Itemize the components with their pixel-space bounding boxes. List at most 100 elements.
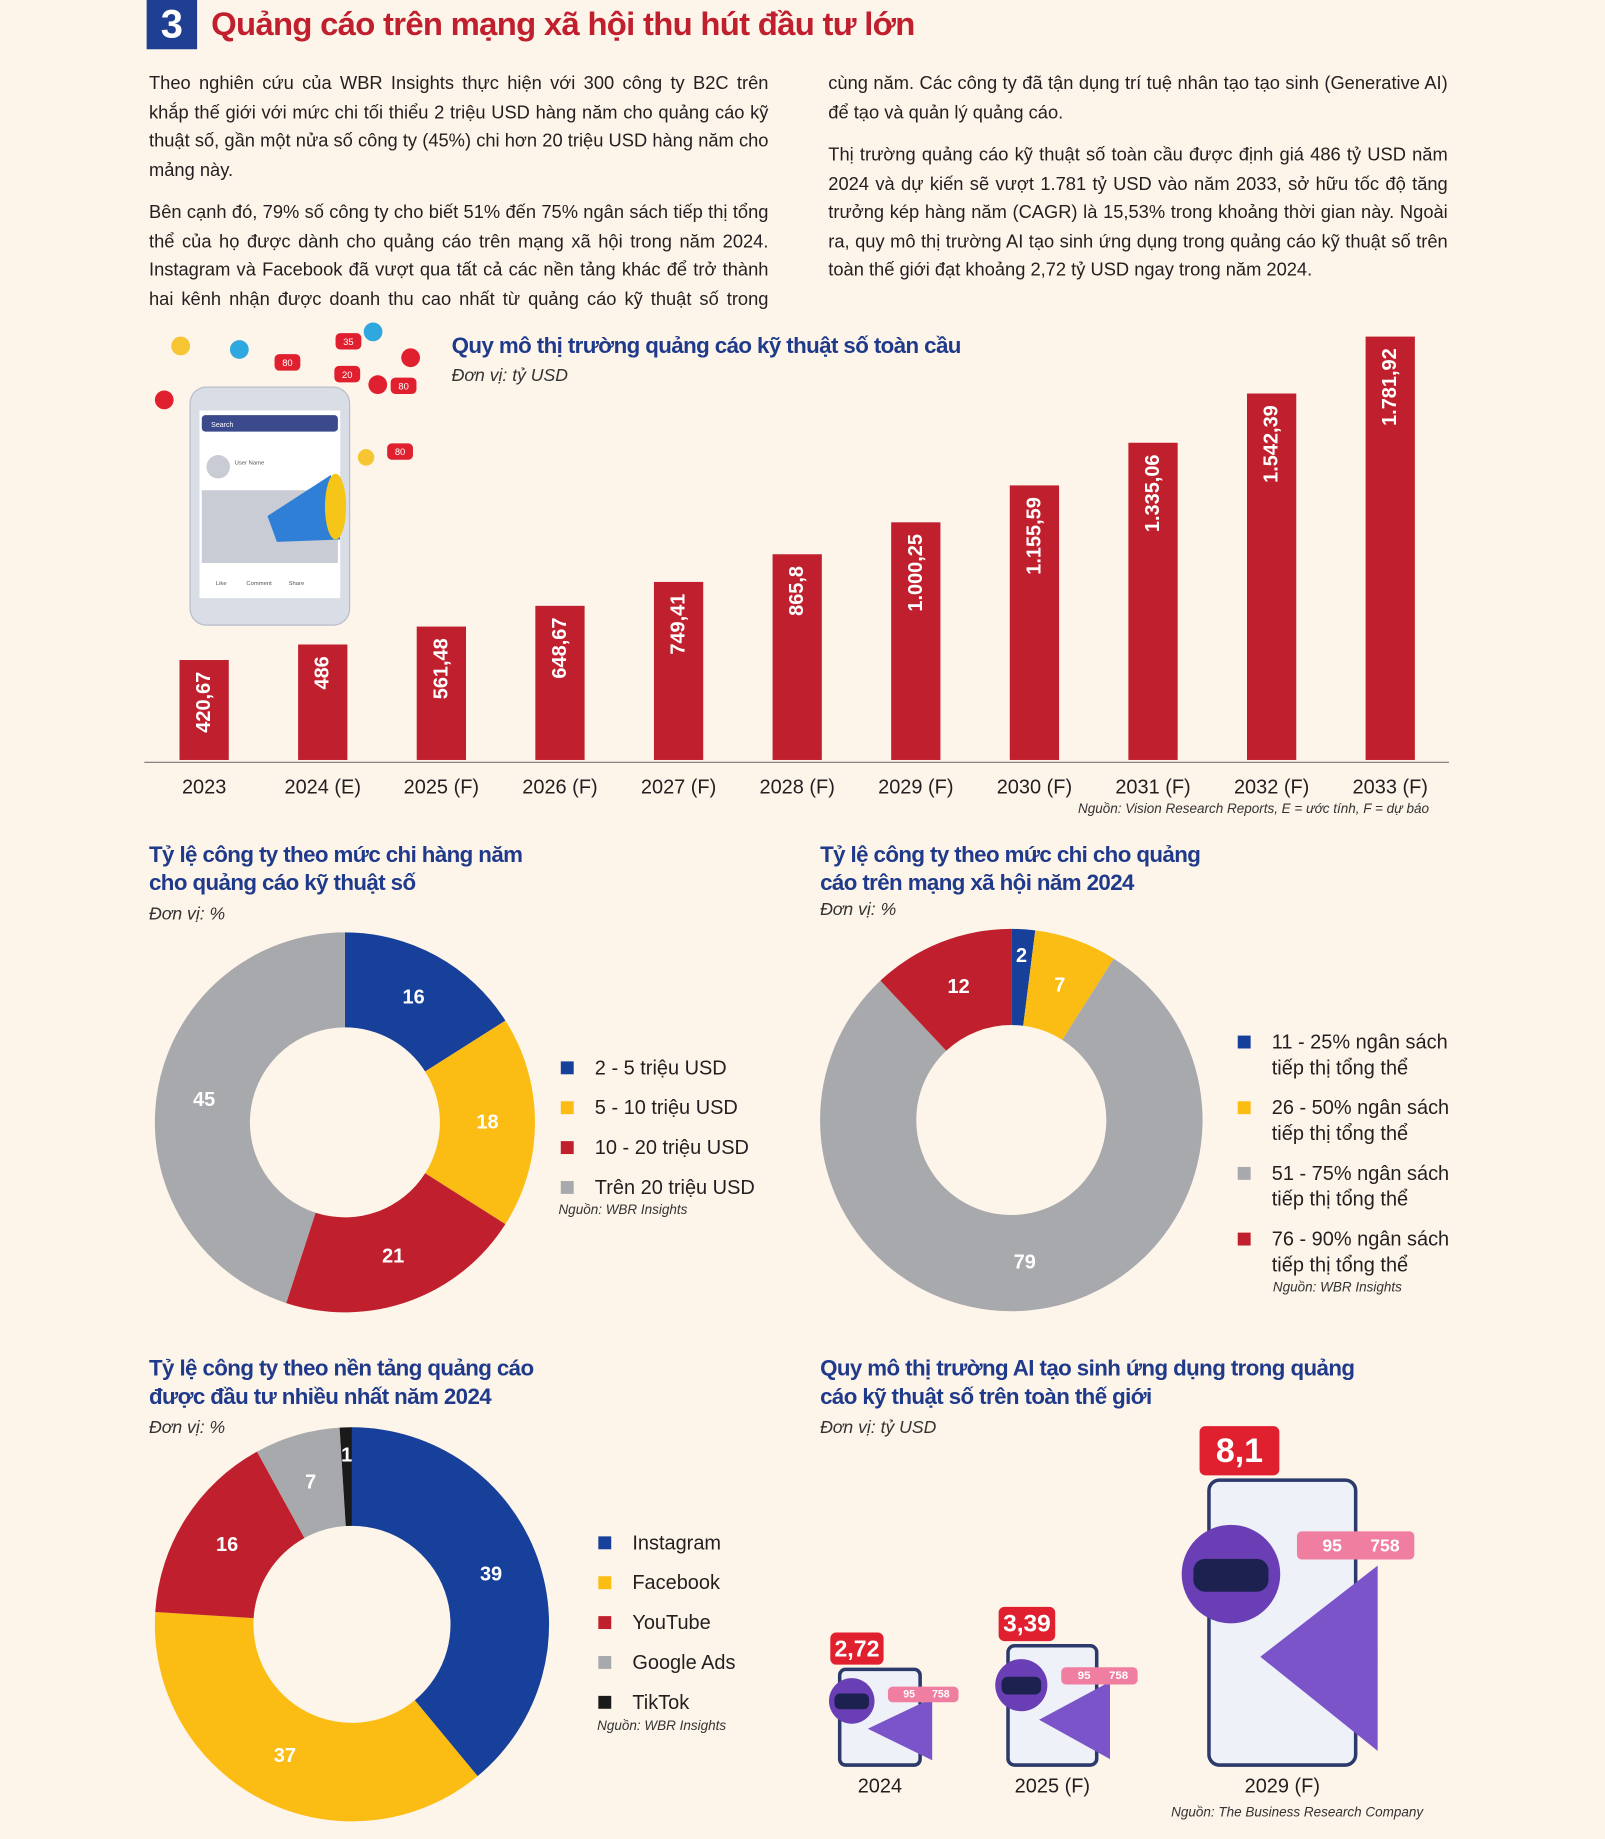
bubble-text: 20 xyxy=(342,370,352,380)
slice-label: 16 xyxy=(216,1534,238,1556)
search-text: Search xyxy=(211,422,233,429)
legend-item: 11 - 25% ngân sách tiếp thị tổng thể xyxy=(1237,1030,1473,1082)
legend-label: 51 - 75% ngân sách tiếp thị tổng thể xyxy=(1271,1162,1450,1211)
emoji xyxy=(229,340,249,359)
slice-label: 18 xyxy=(476,1111,498,1133)
x-tick-label: 2025 (F) xyxy=(1015,1776,1090,1798)
chart-unit: Đơn vị: % xyxy=(820,899,897,920)
chart-source: Nguồn: Vision Research Reports, E = ước … xyxy=(1077,802,1429,817)
bubble xyxy=(334,365,361,383)
legend-item: YouTube xyxy=(598,1610,833,1636)
legend-item: Instagram xyxy=(598,1531,833,1557)
chart-title: Tỷ lệ công ty theo nền tảng quảng cáo đư… xyxy=(148,1356,534,1410)
legend: Instagram Facebook YouTube Google Ads TikTok xyxy=(598,1531,833,1730)
value-label: 561,48 xyxy=(430,638,452,699)
megaphone-mouth xyxy=(324,473,347,540)
x-tick-label: 2032 (F) xyxy=(1234,776,1309,798)
bar xyxy=(772,554,822,760)
chart-title: Quy mô thị trường AI tạo sinh ứng dụng t… xyxy=(820,1356,1355,1410)
bar xyxy=(416,626,466,760)
bubble-text: 80 xyxy=(395,447,405,457)
robot-visor xyxy=(1193,1558,1269,1592)
pie-slice xyxy=(1023,930,1114,1040)
legend-label: Google Ads xyxy=(632,1651,736,1674)
pie-slice xyxy=(425,1020,535,1225)
pictogram: 8,1 95 758 xyxy=(1181,1426,1415,1767)
pie-slice xyxy=(351,1427,550,1777)
slice-label: 1 xyxy=(341,1445,352,1467)
legend-swatch xyxy=(598,1536,612,1550)
slice-label: 12 xyxy=(948,976,970,998)
legend-label: 2 - 5 triệu USD xyxy=(594,1056,727,1079)
pie-slice xyxy=(257,1427,346,1538)
x-tick-label: 2027 (F) xyxy=(641,776,716,798)
legend-label: Facebook xyxy=(632,1571,720,1594)
x-tick-label: 2030 (F) xyxy=(997,776,1072,798)
emoji xyxy=(368,375,388,395)
user-name: User Name xyxy=(235,460,265,466)
robot-visor xyxy=(1001,1676,1042,1695)
legend-label: 10 - 20 triệu USD xyxy=(594,1136,749,1159)
value-label: 420,67 xyxy=(193,672,215,733)
value-badge xyxy=(1199,1426,1280,1476)
bar xyxy=(891,522,941,760)
chart-unit: Đơn vị: tỷ USD xyxy=(820,1417,937,1438)
value-badge xyxy=(998,1606,1056,1642)
count-label: 95 xyxy=(1078,1670,1091,1682)
chart-title: Quy mô thị trường quảng cáo kỹ thuật số … xyxy=(451,334,962,359)
emoji xyxy=(357,449,375,466)
legend-item: 10 - 20 triệu USD xyxy=(560,1135,866,1161)
paragraph: Theo nghiên cứu của WBR Insights thực hi… xyxy=(148,73,769,181)
legend-label: YouTube xyxy=(632,1611,711,1634)
illustration: Search User Name Like Comment Share 35 2… xyxy=(154,322,421,626)
legend-swatch xyxy=(560,1181,574,1194)
slice-label: 2 xyxy=(1016,945,1027,967)
value-label: 1.781,92 xyxy=(1379,348,1401,426)
count-label: 95 xyxy=(903,1688,915,1700)
pictogram: 2,72 95 758 xyxy=(828,1632,959,1767)
chart-unit: Đơn vị: tỷ USD xyxy=(451,365,568,386)
emoji xyxy=(154,390,174,410)
value-label: 1.155,59 xyxy=(1023,497,1045,575)
megaphone xyxy=(267,474,341,542)
legend-swatch xyxy=(598,1576,612,1590)
legend-swatch xyxy=(560,1101,574,1115)
slice-label: 79 xyxy=(1014,1251,1036,1273)
value-label: 486 xyxy=(312,656,334,689)
chart-unit: Đơn vị: % xyxy=(148,1417,226,1438)
legend-item: 51 - 75% ngân sách tiếp thị tổng thể xyxy=(1237,1161,1473,1213)
slice-label: 37 xyxy=(274,1745,296,1767)
pie-slice xyxy=(154,932,345,1304)
value-label: 865,8 xyxy=(786,566,808,616)
legend: 2 - 5 triệu USD 5 - 10 triệu USD 10 - 20 t… xyxy=(560,1056,866,1216)
robot-visor xyxy=(834,1693,870,1710)
pie-slice xyxy=(1011,928,1036,1026)
count-badge xyxy=(1061,1667,1138,1685)
count-label: 95 xyxy=(1322,1535,1342,1555)
chart-title: Tỷ lệ công ty theo mức chi hàng năm cho … xyxy=(148,843,523,897)
bubble xyxy=(274,354,301,371)
value-label: 648,67 xyxy=(549,618,571,679)
x-tick-label: 2026 (F) xyxy=(522,776,597,798)
body-text: Theo nghiên cứu của WBR Insights thực hi… xyxy=(149,70,1448,316)
bubble-text: 80 xyxy=(398,382,408,392)
value-label: 749,41 xyxy=(668,594,690,655)
bubble-text: 80 xyxy=(282,358,292,368)
legend-swatch xyxy=(560,1141,574,1155)
bubble xyxy=(387,443,413,460)
legend-label: 26 - 50% ngân sách tiếp thị tổng thể xyxy=(1271,1096,1450,1145)
search-bar xyxy=(201,415,338,432)
megaphone xyxy=(867,1698,933,1761)
action: Comment xyxy=(246,581,272,587)
slice-label: 7 xyxy=(1054,974,1065,996)
count-badge xyxy=(887,1686,959,1703)
pie-slice xyxy=(286,1173,506,1313)
bar xyxy=(1365,336,1415,760)
legend-swatch xyxy=(1237,1232,1251,1246)
legend-item: 26 - 50% ngân sách tiếp thị tổng thể xyxy=(1237,1095,1473,1147)
emoji xyxy=(363,322,383,342)
bubble xyxy=(390,377,417,395)
chart-unit: Đơn vị: % xyxy=(148,904,226,925)
avatar xyxy=(206,455,230,479)
pie-slice xyxy=(880,928,1012,1051)
